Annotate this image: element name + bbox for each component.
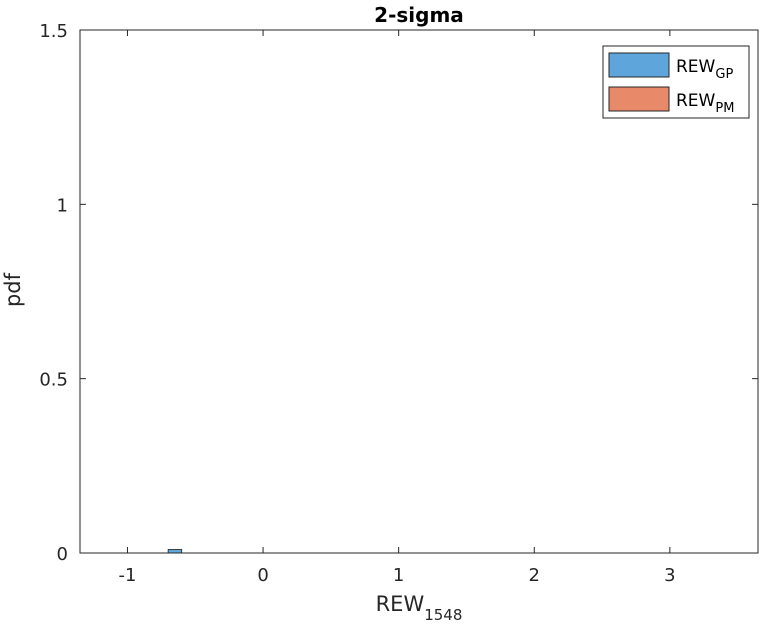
x-tick-label: 0 [257,565,268,586]
x-tick-label: 2 [529,565,540,586]
legend-label-pm: REWPM [676,91,734,116]
legend-label-pm-sub: PM [715,101,734,116]
series-gp-bars [167,549,183,554]
legend: REWGP REWPM [602,45,750,119]
x-axis-title: REW1548 [376,592,463,624]
legend-label-gp-main: REW [676,57,716,77]
y-axis: 0 0.5 1 1.5 [39,21,758,565]
bar-gp-5 [167,549,183,554]
x-tick-label: 3 [664,565,675,586]
y-tick-label: 1.5 [39,21,68,42]
x-tick-label: 1 [393,565,404,586]
x-axis: -1 0 1 2 3 [118,30,676,586]
legend-label-gp-sub: GP [715,67,733,82]
legend-label-gp: REWGP [676,57,733,82]
legend-swatch-gp [608,52,670,78]
x-axis-title-main: REW [376,592,425,616]
chart-title: 2-sigma [374,3,464,27]
y-tick-label: 0.5 [39,370,68,391]
x-tick-label: -1 [118,565,136,586]
x-axis-title-sub: 1548 [424,606,462,624]
plot-frame [79,29,759,554]
y-tick-label: 0 [57,544,68,565]
y-tick-label: 1 [57,195,68,216]
legend-swatch-pm [608,86,670,112]
legend-label-pm-main: REW [676,91,716,111]
y-axis-title: pdf [1,272,25,307]
